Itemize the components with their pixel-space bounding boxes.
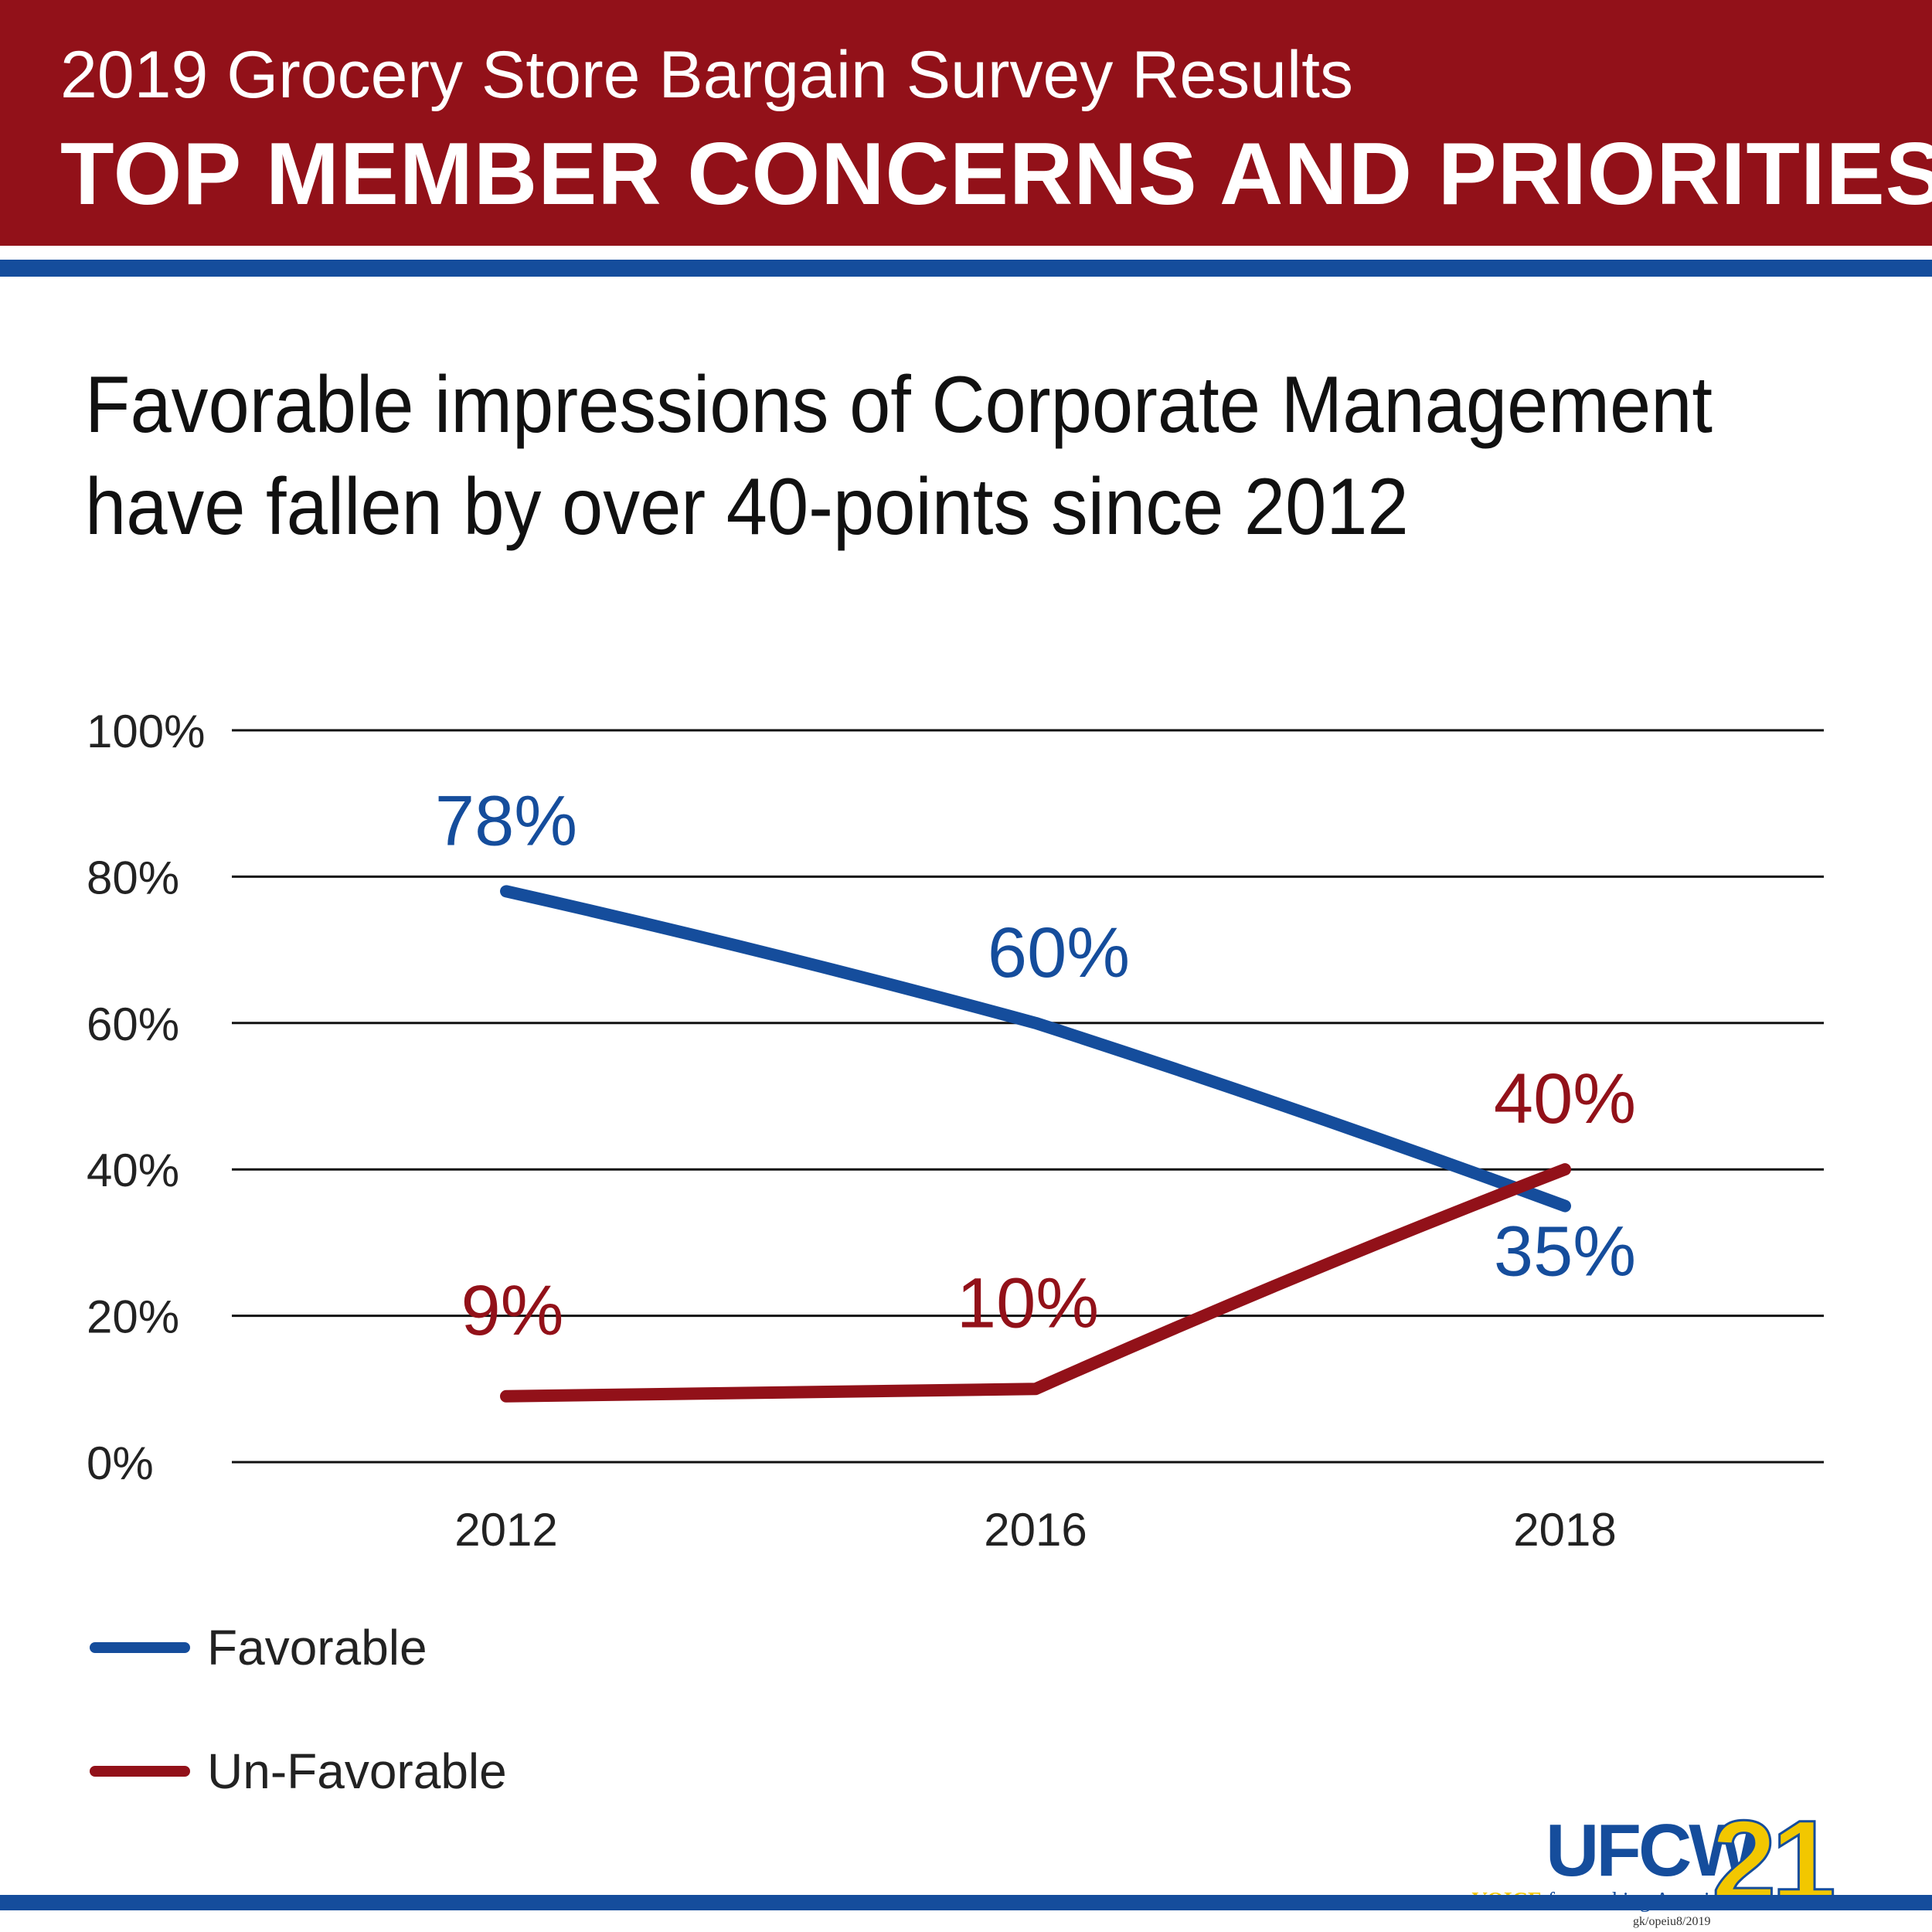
legend-swatch-favorable: [90, 1642, 190, 1653]
data-label: 35%: [1494, 1213, 1636, 1291]
y-tick-label: 80%: [87, 852, 179, 903]
header-subtitle: 2019 Grocery Store Bargain Survey Result…: [60, 38, 1354, 112]
series-line-un-favorable: [500, 1163, 1571, 1403]
headline: Favorable impressions of Corporate Manag…: [85, 360, 1713, 552]
x-tick-label: 2018: [1513, 1504, 1616, 1556]
x-tick-label: 2012: [454, 1504, 557, 1556]
y-tick-labels: 0% 20% 40% 60% 80% 100%: [87, 706, 205, 1489]
y-tick-label: 40%: [87, 1145, 179, 1196]
y-tick-label: 0%: [87, 1437, 154, 1489]
y-tick-label: 60%: [87, 998, 179, 1050]
bottom-blue-rule: [0, 1895, 1932, 1910]
data-label: 9%: [461, 1271, 564, 1350]
header-banner: 2019 Grocery Store Bargain Survey Result…: [0, 0, 1932, 246]
data-label: 40%: [1494, 1060, 1636, 1138]
x-tick-labels: 2012 2016 2018: [454, 1504, 1616, 1556]
legend-swatch-unfavorable: [90, 1766, 190, 1777]
data-label: 10%: [957, 1264, 1099, 1342]
series-line-favorable: [500, 885, 1571, 1213]
legend-item-unfavorable: Un-Favorable: [90, 1743, 507, 1800]
top-blue-rule: [0, 260, 1932, 277]
header-title: TOP MEMBER CONCERNS AND PRIORITIES: [60, 125, 1932, 223]
y-tick-label: 20%: [87, 1291, 179, 1343]
y-tick-label: 100%: [87, 706, 205, 757]
legend-label-favorable: Favorable: [207, 1620, 427, 1675]
data-labels: 78% 60% 35% 9% 10% 40%: [435, 781, 1636, 1349]
data-label: 78%: [435, 781, 577, 860]
legend-item-favorable: Favorable: [90, 1619, 427, 1676]
x-tick-label: 2016: [984, 1504, 1087, 1556]
series-lines: [500, 885, 1571, 1403]
legend-label-unfavorable: Un-Favorable: [207, 1743, 507, 1799]
logo-wordmark: UFCW: [1546, 1809, 1759, 1892]
logo-credit: gk/opeiu8/2019: [1633, 1915, 1711, 1928]
data-label: 60%: [988, 913, 1130, 992]
